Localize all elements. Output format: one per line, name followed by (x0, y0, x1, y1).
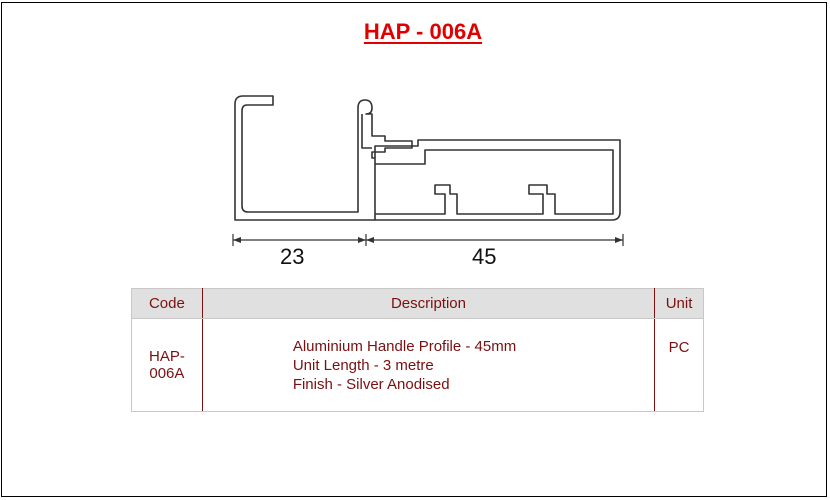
cell-unit: PC (654, 318, 704, 412)
table-row: HAP- 006A Aluminium Handle Profile - 45m… (131, 318, 704, 412)
header-code: Code (131, 288, 203, 319)
description-line: Finish - Silver Anodised (292, 375, 450, 393)
cell-code: HAP- 006A (131, 318, 203, 412)
table-header-row: Code Description Unit (131, 288, 704, 319)
description-line: Aluminium Handle Profile - 45mm (292, 337, 517, 355)
header-unit: Unit (654, 288, 704, 319)
spec-table: Code Description Unit HAP- 006A Aluminiu… (131, 288, 704, 412)
profile-cavity (375, 149, 614, 215)
cell-description: Aluminium Handle Profile - 45mm Unit Len… (202, 318, 656, 412)
header-description: Description (202, 288, 656, 319)
description-line: Unit Length - 3 metre (292, 356, 434, 374)
dimension-right-label: 45 (472, 244, 497, 269)
profile-left-hook (234, 95, 413, 221)
profile-body (374, 139, 621, 221)
profile-drawing (232, 95, 624, 246)
dimension-left-label: 23 (280, 244, 305, 269)
page-title: HAP - 006A (363, 19, 483, 44)
